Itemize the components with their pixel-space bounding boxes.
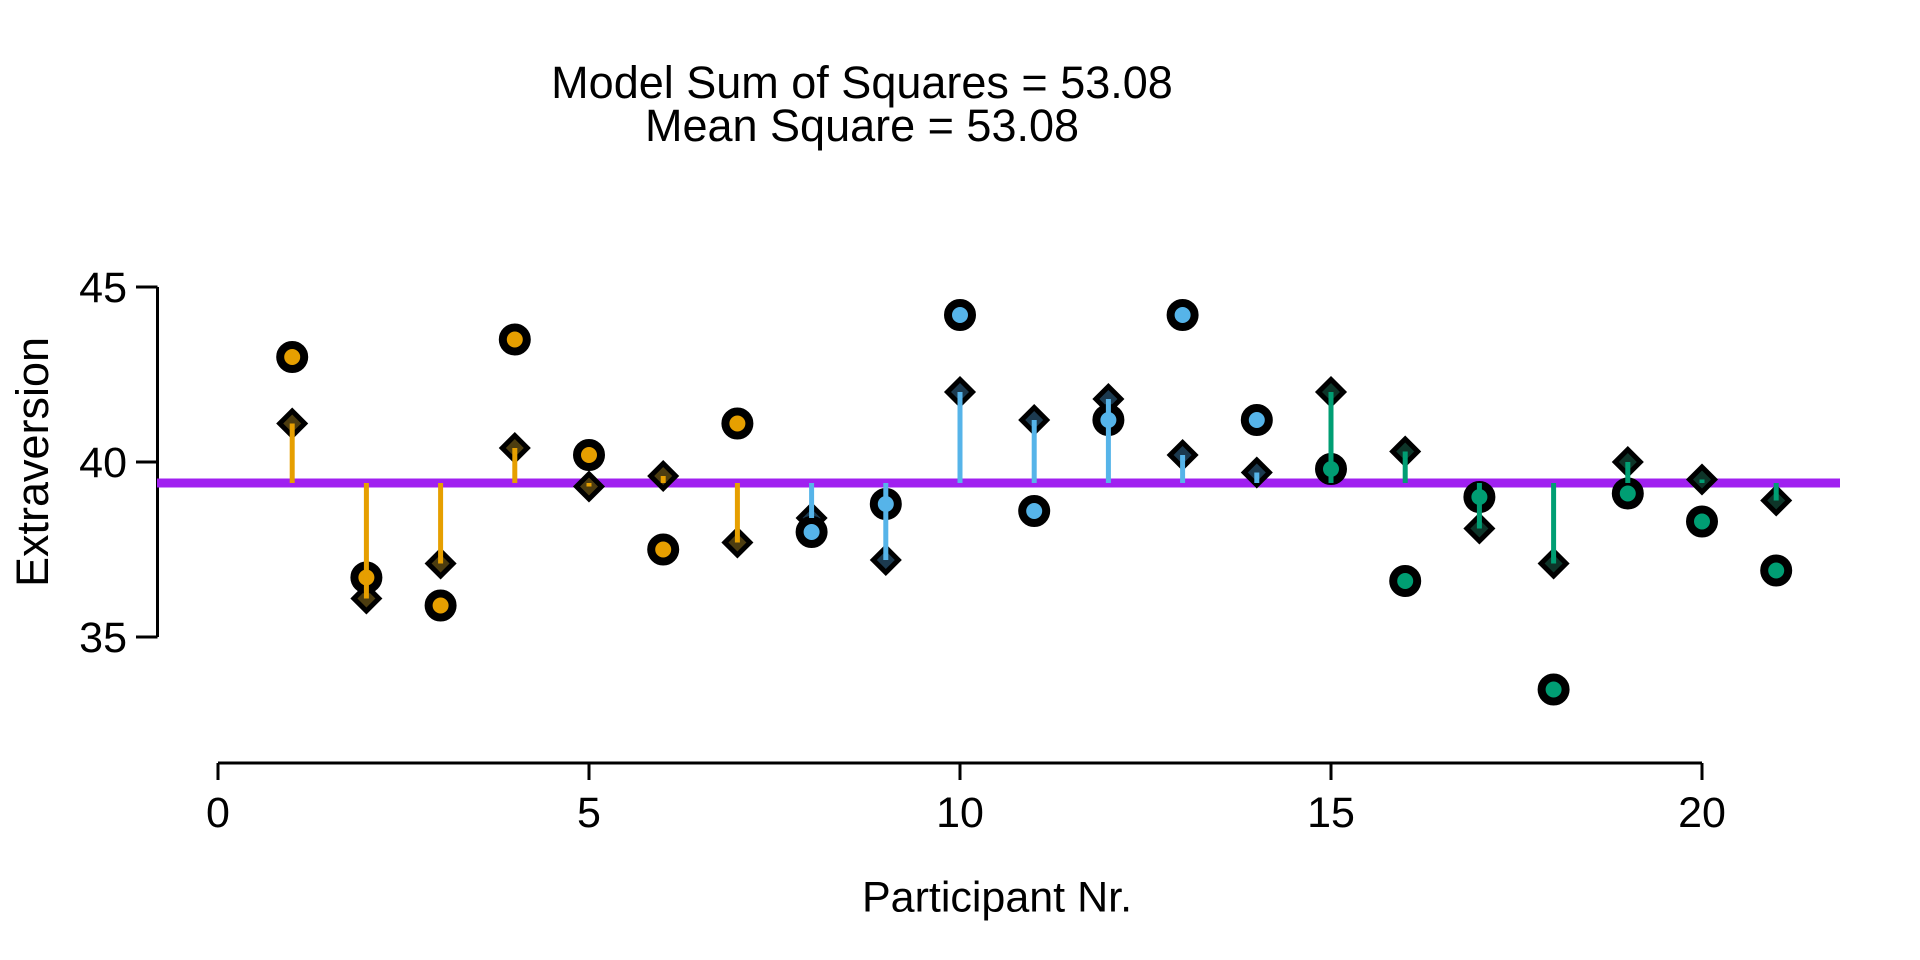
observed-point-circle <box>424 589 457 622</box>
observed-point-circle <box>1240 404 1273 436</box>
chart-title: Model Sum of Squares = 53.08 Mean Square… <box>551 57 1173 151</box>
observed-point-circle <box>1686 505 1718 538</box>
y-tick-label: 45 <box>79 264 127 312</box>
observed-point-circle <box>1611 477 1644 510</box>
x-tick-label: 15 <box>1307 789 1355 837</box>
x-tick-label: 5 <box>577 789 601 837</box>
observed-point-circle <box>573 439 605 471</box>
observed-point-circle <box>1166 299 1199 331</box>
observed-point-circle <box>721 407 754 440</box>
x-tick-label: 0 <box>206 789 230 837</box>
x-tick-label: 10 <box>936 789 984 837</box>
observed-point-circle <box>647 533 680 566</box>
y-tick-label: 35 <box>79 614 127 662</box>
observed-point-circle <box>1537 673 1570 706</box>
title-model-sum-of-squares: Model Sum of Squares = 53.08 <box>551 57 1173 108</box>
observed-point-circle <box>498 323 531 356</box>
observed-point-circle <box>1760 554 1793 587</box>
y-tick-label: 40 <box>79 439 127 487</box>
x-tick-label: 20 <box>1678 789 1726 837</box>
title-mean-square: Mean Square = 53.08 <box>644 100 1080 151</box>
observed-point-circle <box>276 341 309 373</box>
observed-point-circle <box>1389 565 1422 597</box>
observed-point-circle <box>1018 495 1051 527</box>
observed-point-circle <box>795 516 828 548</box>
x-axis-label: Participant Nr. <box>861 873 1133 922</box>
observed-point-circle <box>944 299 976 331</box>
